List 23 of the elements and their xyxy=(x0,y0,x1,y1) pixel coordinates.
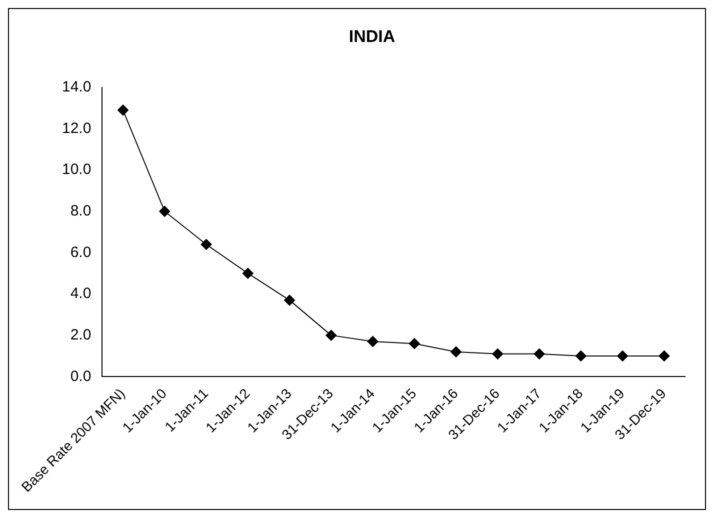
point xyxy=(326,330,337,341)
point xyxy=(658,350,670,362)
y-tick-label: 2.0 xyxy=(70,326,92,344)
point xyxy=(284,294,296,306)
y-tick-label: 12.0 xyxy=(62,120,92,137)
y-tick-label: 10.0 xyxy=(62,161,92,178)
point xyxy=(159,206,170,217)
point xyxy=(575,350,586,362)
point xyxy=(200,238,212,250)
y-tick-label: 8.0 xyxy=(70,202,92,220)
point xyxy=(408,338,420,350)
y-tick-label: 4.0 xyxy=(70,285,92,302)
y-tick-label: 14.0 xyxy=(62,78,92,96)
chart-title: INDIA xyxy=(348,26,396,46)
point xyxy=(367,336,378,348)
point xyxy=(617,350,628,362)
point xyxy=(492,348,504,360)
point xyxy=(118,104,129,116)
y-tick-label: 0.0 xyxy=(70,368,92,385)
point xyxy=(450,346,462,358)
point xyxy=(242,268,254,279)
y-tick-label: 6.0 xyxy=(70,244,92,261)
point xyxy=(534,348,545,360)
